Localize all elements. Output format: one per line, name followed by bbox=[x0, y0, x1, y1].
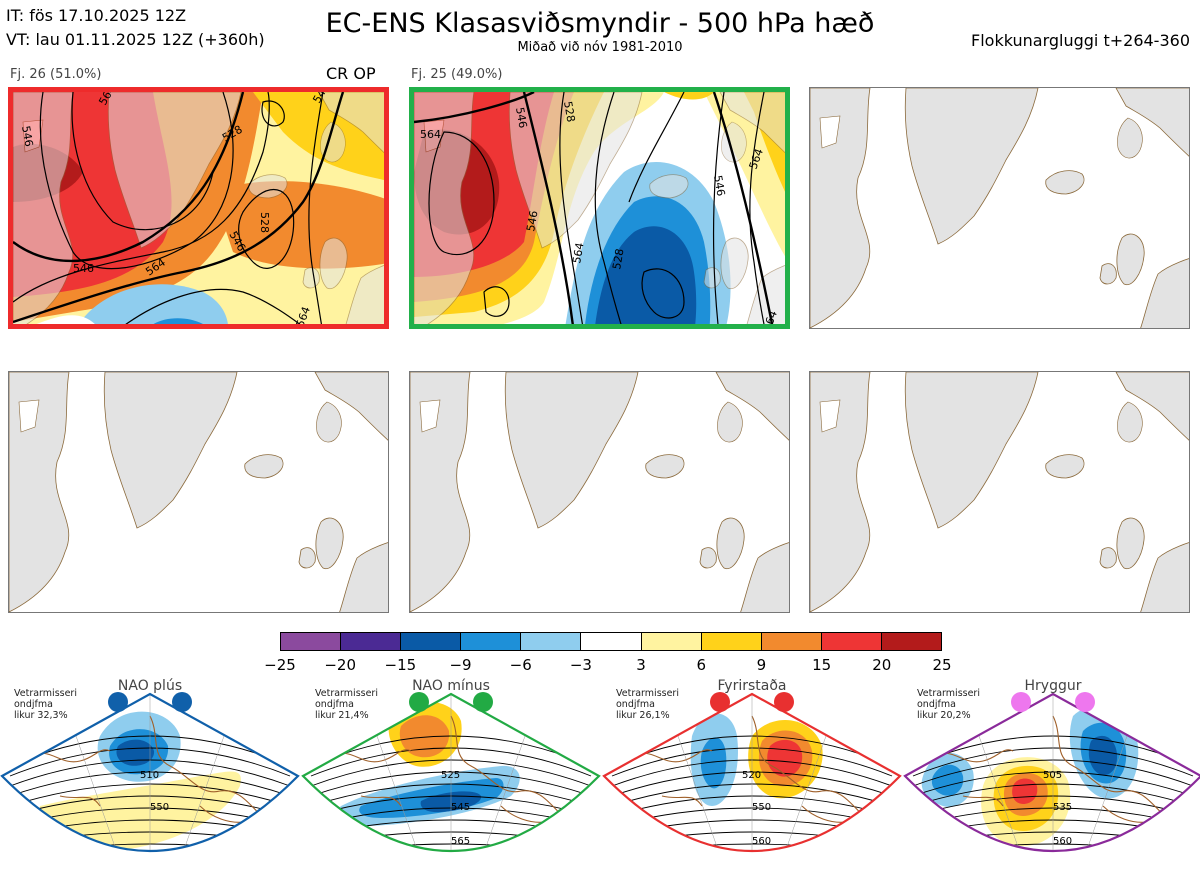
regime-contour-label: 535 bbox=[1053, 802, 1072, 813]
regime-contour-label: 545 bbox=[451, 802, 470, 813]
contour-label: 546 bbox=[513, 106, 529, 129]
regime-title: Fyrirstaða bbox=[717, 678, 787, 694]
colorbar-tick-label: −15 bbox=[384, 656, 417, 674]
regime-contour-label: 505 bbox=[1043, 770, 1062, 781]
colorbar-tick-label: 9 bbox=[756, 656, 767, 674]
colorbar-segment bbox=[881, 633, 942, 650]
cluster-2-field: 564 546 528 546 564 528 546 564 564 bbox=[414, 92, 785, 329]
regime-stats-line: Vetrarmisseri bbox=[616, 688, 679, 699]
valid-time: VT: lau 01.11.2025 12Z (+360h) bbox=[6, 30, 265, 49]
cluster-1-field: 546 528 546 564 546 546 564 564 528 bbox=[13, 92, 384, 329]
colorbar-segment bbox=[521, 633, 582, 650]
regime-stats: Vetrarmisseri ondjfma likur 20,2% bbox=[917, 688, 980, 721]
regime-map: 520 550 560 bbox=[602, 692, 902, 853]
regime-panel: 505 535 560 Hryggur Vetrarmisseri ondjfma liku… bbox=[903, 676, 1200, 871]
cluster-empty-map bbox=[409, 371, 790, 613]
contour-label: 564 bbox=[570, 242, 586, 265]
colorbar bbox=[280, 632, 942, 651]
regime-contour-label: 550 bbox=[150, 802, 169, 813]
regime-title: NAO mínus bbox=[412, 678, 490, 694]
issue-time: IT: fös 17.10.2025 12Z bbox=[6, 6, 187, 25]
colorbar-tick-label: 25 bbox=[932, 656, 952, 674]
regime-map: 525 545 565 bbox=[301, 692, 601, 853]
contour-label: 564 bbox=[294, 305, 313, 329]
colorbar-tick-label: 20 bbox=[872, 656, 892, 674]
contour-label: 546 bbox=[73, 262, 94, 275]
contour-label: 564 bbox=[761, 309, 780, 329]
regime-stats-line: Vetrarmisseri bbox=[917, 688, 980, 699]
contour-label: 528 bbox=[561, 100, 577, 123]
cluster-empty-map bbox=[809, 371, 1190, 613]
regime-contour-label: 560 bbox=[1053, 836, 1072, 847]
colorbar-segment bbox=[461, 633, 522, 650]
colorbar-tick-label: 6 bbox=[696, 656, 707, 674]
regime-title: NAO plús bbox=[117, 678, 183, 694]
regime-panel: 510 550 NAO plús Vetrarmisseri ondjfma likur … bbox=[0, 676, 300, 871]
regime-contour-label: 525 bbox=[441, 770, 460, 781]
regime-stats-line: likur 20,2% bbox=[917, 710, 971, 721]
contour-label: 564 bbox=[420, 128, 441, 141]
regime-stats-line: ondjfma bbox=[14, 699, 53, 710]
regime-stats-line: ondjfma bbox=[917, 699, 956, 710]
regime-panel: 520 550 560 Fyrirstaða Vetrarmisseri ondjfma l… bbox=[602, 676, 902, 871]
page-subtitle: Miðað við nóv 1981-2010 bbox=[517, 40, 683, 55]
regime-stats-line: likur 21,4% bbox=[315, 710, 369, 721]
colorbar-segment bbox=[401, 633, 462, 650]
regime-stats-line: ondjfma bbox=[616, 699, 655, 710]
regime-map: 505 535 560 bbox=[903, 692, 1200, 853]
cluster-empty-map bbox=[8, 371, 389, 613]
regime-panel: 525 545 565 NAO mínus Vetrarmisseri ondjfma li… bbox=[301, 676, 601, 871]
cluster-1-tag: CR OP bbox=[326, 64, 376, 83]
regime-contour-label: 550 bbox=[752, 802, 771, 813]
regime-stats: Vetrarmisseri ondjfma likur 32,3% bbox=[14, 688, 77, 721]
colorbar-tick-label: −25 bbox=[264, 656, 296, 674]
cluster-2-label: Fj. 25 (49.0%) bbox=[411, 67, 503, 82]
colorbar-segment bbox=[701, 633, 762, 650]
window-label: Flokkunargluggi t+264-360 bbox=[971, 31, 1190, 50]
cluster-1-label: Fj. 26 (51.0%) bbox=[10, 67, 102, 82]
regime-stats-line: ondjfma bbox=[315, 699, 354, 710]
regime-contour-label: 560 bbox=[752, 836, 771, 847]
regime-map: 510 550 bbox=[0, 692, 300, 853]
colorbar-segment bbox=[761, 633, 822, 650]
cluster-empty-map bbox=[809, 87, 1190, 329]
colorbar-segment bbox=[641, 633, 702, 650]
regime-title: Hryggur bbox=[1024, 678, 1082, 694]
regime-stats: Vetrarmisseri ondjfma likur 26,1% bbox=[616, 688, 679, 721]
regime-contour-label: 520 bbox=[742, 770, 761, 781]
regime-stats-line: likur 32,3% bbox=[14, 710, 68, 721]
regime-stats-line: Vetrarmisseri bbox=[14, 688, 77, 699]
contour-label: 546 bbox=[19, 125, 35, 148]
regime-stats-line: likur 26,1% bbox=[616, 710, 670, 721]
colorbar-tick-label: 15 bbox=[812, 656, 832, 674]
svg-text:528: 528 bbox=[258, 212, 271, 233]
contour-label: 528 bbox=[610, 248, 626, 271]
regime-contour-label: 565 bbox=[451, 836, 470, 847]
colorbar-tick-label: 3 bbox=[636, 656, 646, 674]
page-title: EC-ENS Klasasviðsmyndir - 500 hPa hæð bbox=[325, 8, 875, 39]
colorbar-tick-label: −6 bbox=[509, 656, 532, 674]
cluster-1-map: 546 528 546 564 546 546 564 564 528 bbox=[8, 87, 389, 329]
colorbar-tick-label: −9 bbox=[449, 656, 472, 674]
colorbar-segment bbox=[821, 633, 882, 650]
contour-label: 546 bbox=[524, 210, 540, 233]
regime-stats-line: Vetrarmisseri bbox=[315, 688, 378, 699]
regime-contour-label: 510 bbox=[140, 770, 159, 781]
cluster-2-map: 564 546 528 546 564 528 546 564 564 bbox=[409, 87, 790, 329]
colorbar-segment bbox=[281, 633, 342, 650]
colorbar-segment bbox=[341, 633, 402, 650]
regime-stats: Vetrarmisseri ondjfma likur 21,4% bbox=[315, 688, 378, 721]
colorbar-tick-label: −20 bbox=[324, 656, 356, 674]
contour-label: 546 bbox=[711, 174, 727, 197]
colorbar-segment bbox=[581, 633, 642, 650]
colorbar-tick-label: −3 bbox=[569, 656, 592, 674]
